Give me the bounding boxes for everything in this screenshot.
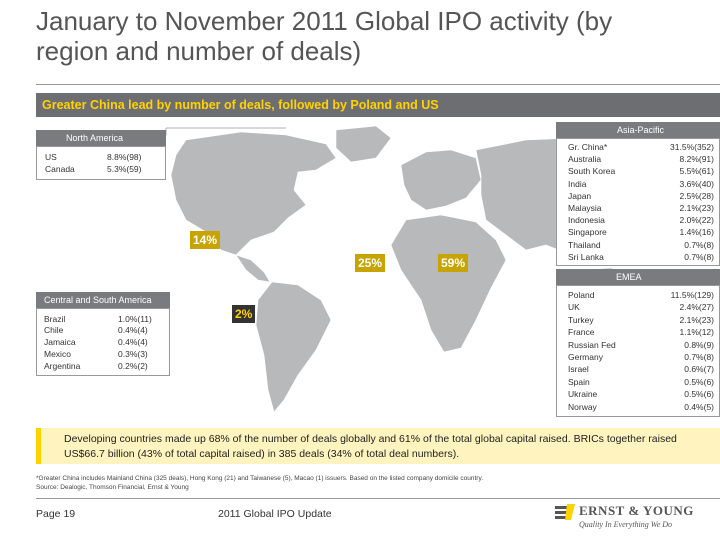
asia-pacific-country-4: Japan (568, 190, 592, 201)
ernst-young-logo: ERNST & YOUNG Quality In Everything We D… (555, 503, 715, 533)
greenland-shape (335, 125, 392, 163)
csa-country-1: Chile (44, 325, 64, 335)
page-number: Page 19 (36, 508, 76, 520)
emea-country-2: Turkey (568, 314, 594, 325)
csa-value-4: 0.2%(2) (118, 361, 148, 371)
emea-value-2: 2.1%(23) (679, 314, 715, 325)
emea-country-9: Norway (568, 401, 597, 412)
asia-pacific-country-2: South Korea (568, 166, 616, 177)
na-row-canada-country: Canada (45, 164, 75, 174)
asia-pacific-value-6: 2.0%(22) (679, 215, 715, 226)
north-america-shape (170, 131, 337, 256)
csa-country-4: Argentina (44, 361, 81, 371)
key-fact-text: Developing countries made up 68% of the … (64, 433, 677, 460)
page-title: January to November 2011 Global IPO acti… (36, 6, 613, 66)
na-row-us-value: 8.8%(98) (107, 152, 142, 162)
asia-pacific-value-0: 31.5%(352) (670, 142, 714, 152)
csa-country-0: Brazil (44, 314, 66, 324)
central-america-shape (235, 254, 271, 283)
emea-pct: 25% (355, 254, 386, 272)
emea-value-9: 0.4%(5) (684, 401, 714, 412)
key-fact-accent (36, 428, 41, 464)
csa-value-2: 0.4%(4) (118, 337, 148, 347)
asia-pacific-value-9: 0.7%(8) (684, 251, 714, 262)
emea-country-1: UK (568, 302, 580, 313)
headline-text: Greater China lead by number of deals, f… (42, 98, 439, 112)
asia-pacific-value-2: 5.5%(61) (679, 166, 715, 177)
emea-value-5: 0.7%(8) (684, 352, 714, 362)
emea-value-7: 0.5%(6) (684, 376, 714, 387)
asia-pacific-value-4: 2.5%(28) (679, 190, 715, 201)
emea-country-3: France (568, 327, 595, 338)
asia-pacific-country-6: Indonesia (568, 215, 605, 226)
na-row-us-country: US (45, 152, 57, 162)
emea-value-1: 2.4%(27) (679, 302, 715, 313)
asia-pacific-country-1: Australia (568, 154, 602, 165)
csa-value-3: 0.3%(3) (118, 349, 148, 359)
africa-shape (390, 214, 507, 353)
asia-pacific-country-7: Singapore (568, 227, 607, 238)
csa-panel (36, 308, 170, 376)
logo-name: ERNST & YOUNG (579, 503, 694, 518)
csa-header: Central and South America (36, 292, 170, 308)
emea-value-0: 11.5%(129) (670, 290, 714, 300)
south-america-pct: 2% (232, 305, 256, 323)
emea-country-5: Germany (568, 352, 603, 362)
asia-pacific-country-0: Gr. China* (568, 142, 608, 152)
emea-country-6: Israel (568, 364, 589, 375)
asia-pacific-value-7: 1.4%(16) (679, 227, 715, 238)
headline-banner: Greater China lead by number of deals, f… (36, 93, 720, 117)
asia-pacific-panel (556, 138, 720, 266)
emea-title: EMEA (616, 272, 642, 282)
emea-country-0: Poland (568, 290, 595, 300)
emea-header: EMEA (556, 269, 720, 285)
footnote-greater-china: *Greater China includes Mainland China (… (36, 475, 484, 482)
asia-pct: 59% (438, 254, 469, 272)
north-america-header: North America (36, 130, 166, 146)
asia-pacific-country-3: India (568, 178, 587, 189)
na-row-canada-value: 5.3%(59) (107, 164, 142, 174)
north-america-pct: 14% (190, 231, 221, 249)
asia-pacific-value-5: 2.1%(23) (679, 203, 715, 213)
csa-country-2: Jamaica (44, 337, 76, 347)
logo-icon (555, 504, 575, 520)
asia-pacific-value-3: 3.6%(40) (679, 178, 715, 189)
emea-value-3: 1.1%(12) (679, 327, 715, 338)
asia-pacific-value-1: 8.2%(91) (679, 154, 715, 165)
asia-pacific-country-5: Malaysia (568, 203, 602, 213)
north-america-title: North America (66, 133, 124, 143)
csa-country-3: Mexico (44, 349, 71, 359)
emea-value-6: 0.6%(7) (684, 364, 714, 375)
europe-shape (400, 149, 482, 211)
title-divider (36, 84, 720, 85)
emea-country-7: Spain (568, 376, 590, 387)
asia-pacific-country-8: Thailand (568, 239, 601, 250)
asia-pacific-header: Asia-Pacific (556, 122, 720, 138)
key-fact-background (41, 428, 720, 464)
south-america-shape (255, 281, 332, 413)
footnotes: *Greater China includes Mainland China (… (36, 474, 636, 492)
csa-value-1: 0.4%(4) (118, 325, 148, 335)
footnote-source: Source: Dealogic, Thomson Financial, Ern… (36, 484, 189, 491)
csa-value-0: 1.0%(11) (118, 314, 152, 324)
emea-value-8: 0.5%(6) (684, 389, 714, 400)
logo-tagline: Quality In Everything We Do (579, 520, 673, 529)
csa-title: Central and South America (44, 295, 152, 305)
emea-value-4: 0.8%(9) (684, 339, 714, 350)
asia-pacific-country-9: Sri Lanka (568, 251, 604, 262)
north-america-panel (36, 146, 166, 180)
emea-country-4: Russian Fed (568, 339, 616, 350)
asia-pacific-title: Asia-Pacific (616, 125, 664, 135)
asia-pacific-value-8: 0.7%(8) (684, 239, 714, 250)
footer-divider (36, 498, 720, 499)
document-title: 2011 Global IPO Update (218, 508, 332, 520)
emea-country-8: Ukraine (568, 389, 598, 400)
